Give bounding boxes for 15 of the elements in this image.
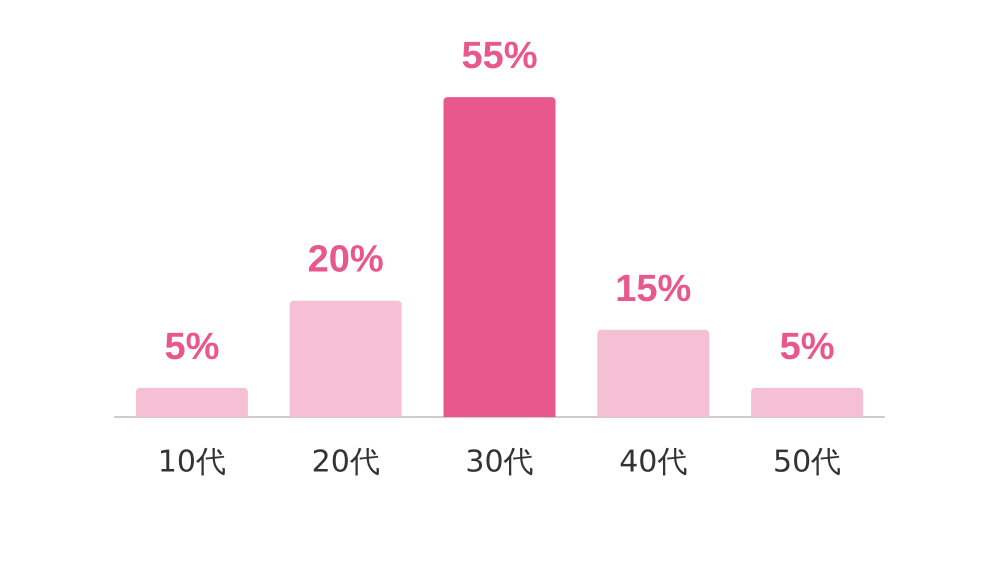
bar [136, 388, 248, 417]
bar [444, 97, 556, 417]
x-tick-label: 50代 [773, 444, 842, 480]
bar [290, 300, 402, 417]
data-label: 5% [780, 326, 835, 368]
data-label: 5% [164, 326, 220, 368]
x-tick-label: 30代 [465, 444, 534, 480]
data-label: 55% [461, 35, 538, 78]
bar [597, 330, 710, 417]
x-tick-label: 10代 [158, 444, 226, 480]
x-tick-label: 40代 [619, 444, 688, 480]
data-label: 20% [308, 238, 384, 281]
x-tick-label: 20代 [312, 444, 380, 480]
data-label: 15% [615, 268, 692, 310]
bar [751, 388, 864, 417]
